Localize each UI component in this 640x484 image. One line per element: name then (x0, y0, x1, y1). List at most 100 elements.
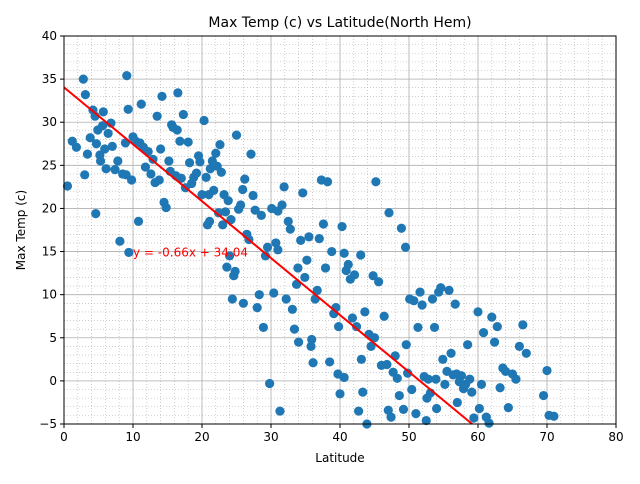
x-tick-label: 10 (125, 430, 140, 444)
data-point (325, 357, 335, 367)
data-point (265, 378, 275, 389)
major-grid (63, 35, 617, 425)
data-point (178, 109, 188, 120)
data-point (495, 383, 505, 393)
data-point (469, 413, 479, 423)
data-point (260, 251, 271, 261)
data-point (91, 209, 101, 219)
data-point (446, 348, 456, 358)
data-point (444, 285, 454, 295)
data-point (101, 164, 111, 174)
data-point (374, 277, 384, 287)
x-tick-label: 30 (263, 430, 278, 444)
data-point (401, 340, 411, 350)
data-point (156, 144, 166, 154)
data-point (172, 125, 182, 135)
data-point (538, 390, 549, 401)
data-point (136, 99, 146, 109)
data-point (371, 177, 381, 187)
data-point (157, 91, 167, 101)
data-point (124, 247, 134, 258)
y-tick-label: 5 (49, 331, 57, 345)
data-point (176, 173, 186, 183)
data-point (429, 322, 440, 333)
data-point (432, 403, 442, 414)
data-point (250, 205, 260, 215)
data-point (411, 409, 421, 419)
data-point (394, 390, 404, 401)
data-point (279, 182, 289, 192)
x-tick-label: 50 (401, 430, 416, 444)
data-point (354, 406, 364, 416)
data-point (501, 366, 511, 377)
data-point (71, 142, 82, 152)
data-point (489, 337, 500, 347)
data-point (246, 149, 256, 159)
data-point (415, 287, 425, 297)
data-point (542, 365, 552, 376)
data-point (211, 148, 221, 158)
data-point (452, 397, 462, 408)
data-point (209, 185, 219, 195)
data-point (283, 216, 293, 226)
data-point (511, 374, 521, 384)
data-point (492, 321, 502, 332)
data-point (113, 156, 123, 166)
data-point (356, 354, 366, 364)
chart-title: Max Temp (c) vs Latitude(North Hem) (208, 15, 471, 31)
data-point (281, 294, 291, 304)
x-axis-label: Latitude (315, 451, 364, 465)
data-point (173, 88, 183, 98)
data-point (252, 303, 262, 313)
data-point (368, 271, 378, 281)
regression-group (63, 86, 473, 425)
data-point (293, 263, 303, 273)
regression-line (63, 86, 473, 425)
data-point (296, 235, 306, 245)
data-point (258, 322, 269, 333)
data-point (275, 406, 285, 416)
x-axis-ticks: 0 10 20 30 40 50 60 70 80 (60, 424, 624, 444)
data-point (320, 263, 331, 273)
data-point (476, 379, 487, 389)
data-point (205, 164, 215, 174)
y-tick-label: 35 (42, 72, 57, 86)
data-point (465, 374, 475, 384)
data-point (396, 223, 407, 233)
data-point (318, 219, 329, 229)
data-point (427, 294, 438, 304)
data-point (115, 236, 125, 246)
data-point (379, 311, 389, 321)
x-tick-label: 60 (470, 430, 485, 444)
data-point (339, 372, 349, 383)
data-point (386, 412, 396, 422)
data-point (230, 266, 240, 276)
data-point (383, 405, 393, 415)
data-point (314, 234, 324, 244)
data-point (197, 190, 207, 200)
data-point (82, 149, 93, 159)
data-point (417, 300, 427, 310)
y-tick-label: −5 (39, 417, 57, 431)
data-point (407, 384, 417, 395)
data-point (474, 403, 484, 414)
data-point (218, 220, 228, 230)
data-point (366, 341, 376, 351)
data-point (392, 373, 402, 383)
y-tick-label: 30 (42, 115, 57, 129)
data-point (422, 393, 432, 403)
data-point (339, 248, 349, 258)
x-tick-label: 70 (539, 430, 554, 444)
data-point (123, 104, 133, 114)
data-point (358, 387, 368, 397)
data-point (306, 341, 316, 351)
data-point (307, 334, 317, 345)
data-point (503, 403, 513, 413)
data-point (204, 216, 215, 226)
data-point (240, 174, 250, 184)
data-point (222, 262, 232, 272)
data-point (191, 168, 202, 178)
data-point (201, 172, 211, 183)
data-point (298, 188, 308, 198)
